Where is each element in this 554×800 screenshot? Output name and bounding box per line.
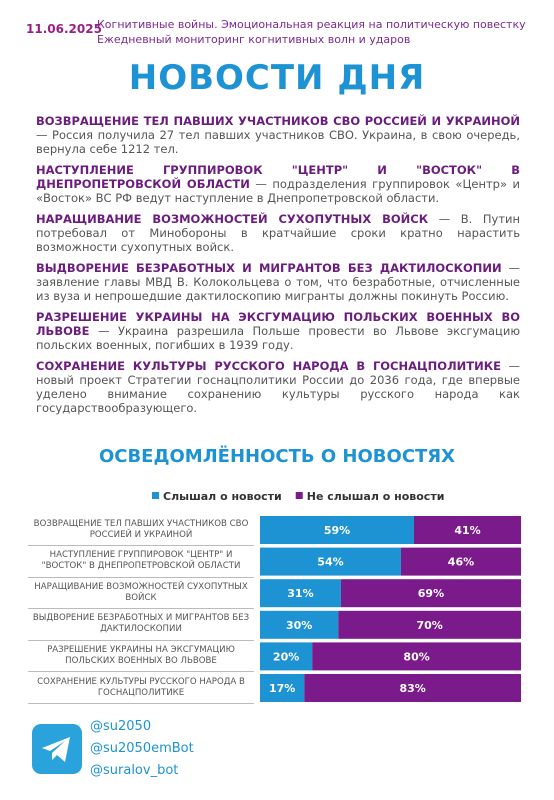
bar-segment — [260, 516, 414, 544]
news-item: РАЗРЕШЕНИЕ УКРАИНЫ НА ЭКСГУМАЦИЮ ПОЛЬСКИ… — [36, 310, 520, 352]
news-text: — новый проект Стратегии госнацполитики … — [36, 359, 520, 415]
category-label-box: НАРАЩИВАНИЕ ВОЗМОЖНОСТЕЙ СУХОПУТНЫХ ВОЙС… — [28, 577, 254, 610]
news-headline: СОХРАНЕНИЕ КУЛЬТУРЫ РУССКОГО НАРОДА В ГО… — [36, 359, 501, 373]
category-label: СОХРАНЕНИЕ КУЛЬТУРЫ РУССКОГО НАРОДА В ГО… — [28, 672, 254, 704]
legend-label: Слышал о новости — [163, 490, 282, 503]
legend-swatch — [152, 492, 159, 499]
header-text: Когнитивные войны. Эмоциональная реакция… — [97, 17, 526, 47]
news-item: НАСТУПЛЕНИЕ ГРУППИРОВОК "ЦЕНТР" И "ВОСТО… — [36, 163, 520, 205]
category-label-box: РАЗРЕШЕНИЕ УКРАИНЫ НА ЭКСГУМАЦИЮ ПОЛЬСКИ… — [28, 640, 254, 673]
header-line: Когнитивные войны. Эмоциональная реакция… — [97, 18, 526, 31]
news-headline: РАЗРЕШЕНИЕ УКРАИНЫ НА ЭКСГУМАЦИЮ ПОЛЬСКИ… — [36, 310, 520, 338]
news-list: ВОЗВРАЩЕНИЕ ТЕЛ ПАВШИХ УЧАСТНИКОВ СВО РО… — [36, 114, 520, 422]
bar-segment — [312, 642, 521, 671]
news-text: — заявление главы МВД В. Колокольцева о … — [36, 261, 521, 303]
bar-segment — [413, 516, 521, 544]
category-label: НАРАЩИВАНИЕ ВОЗМОЖНОСТЕЙ СУХОПУТНЫХ ВОЙС… — [28, 577, 254, 610]
telegram-icon — [32, 724, 82, 774]
bar-segment — [400, 547, 521, 576]
news-text: — подразделения группировок «Центр» и «В… — [36, 177, 520, 205]
value-label: 30% — [286, 619, 312, 632]
news-text: — В. Путин потребовал от Минобороны в кр… — [36, 212, 521, 254]
bar-segment — [260, 642, 313, 671]
legend-label: Не слышал о новости — [307, 490, 445, 503]
value-label: 17% — [269, 682, 295, 695]
news-text: — Россия получила 27 тел павших участник… — [36, 128, 520, 156]
value-label: 41% — [454, 524, 480, 537]
category-label: РАЗРЕШЕНИЕ УКРАИНЫ НА ЭКСГУМАЦИЮ ПОЛЬСКИ… — [28, 640, 254, 673]
value-label: 46% — [448, 556, 474, 569]
category-label-box: НАСТУПЛЕНИЕ ГРУППИРОВОК "ЦЕНТР" И "ВОСТО… — [28, 546, 254, 578]
footer-links: @su2050 @su2050emBot @suralov_bot — [90, 716, 194, 782]
legend-swatch — [295, 492, 303, 499]
value-label: 54% — [317, 556, 343, 569]
bar-segment — [260, 610, 339, 639]
chart: Слышал о новости Не слышал о новости ВОЗВР… — [28, 490, 521, 704]
news-headline: ВОЗВРАЩЕНИЕ ТЕЛ ПАВШИХ УЧАСТНИКОВ СВО РО… — [36, 114, 520, 128]
category-label-box: ВОЗВРАЩЕНИЕ ТЕЛ ПАВШИХ УЧАСТНИКОВ СВО РО… — [28, 514, 254, 546]
bar-segment — [260, 674, 305, 702]
category-label: НАСТУПЛЕНИЕ ГРУППИРОВОК "ЦЕНТР" И "ВОСТО… — [28, 546, 254, 578]
news-headline: НАРАЩИВАНИЕ ВОЗМОЖНОСТЕЙ СУХОПУТНЫХ ВОЙС… — [36, 212, 429, 226]
category-label: ВОЗВРАЩЕНИЕ ТЕЛ ПАВШИХ УЧАСТНИКОВ СВО РО… — [28, 514, 254, 546]
news-headline: НАСТУПЛЕНИЕ ГРУППИРОВОК "ЦЕНТР" И "ВОСТО… — [36, 163, 520, 191]
telegram-link: @su2050emBot — [90, 741, 194, 756]
news-item: НАРАЩИВАНИЕ ВОЗМОЖНОСТЕЙ СУХОПУТНЫХ ВОЙС… — [36, 212, 520, 254]
bar-segment — [260, 579, 341, 608]
value-label: 83% — [400, 682, 426, 695]
header: 11.06.2025 Когнитивные войны. Эмоциональ… — [0, 14, 554, 54]
category-label: ВЫДВОРЕНИЕ БЕЗРАБОТНЫХ И МИГРАНТОВ БЕЗ Д… — [28, 609, 254, 641]
category-label-box: ВЫДВОРЕНИЕ БЕЗРАБОТНЫХ И МИГРАНТОВ БЕЗ Д… — [28, 609, 254, 641]
date: 11.06.2025 — [26, 22, 102, 36]
header-line: Ежедневный мониторинг когнитивных волн и… — [97, 33, 411, 46]
bar-segment — [304, 674, 521, 702]
news-text: — Украина разрешила Польше провести во Л… — [36, 324, 521, 352]
value-label: 70% — [416, 619, 442, 632]
value-label: 69% — [418, 587, 444, 600]
value-label: 59% — [324, 524, 350, 537]
news-headline: ВЫДВОРЕНИЕ БЕЗРАБОТНЫХ И МИГРАНТОВ БЕЗ Д… — [36, 261, 502, 275]
bar-segment — [338, 610, 521, 639]
news-item: СОХРАНЕНИЕ КУЛЬТУРЫ РУССКОГО НАРОДА В ГО… — [36, 359, 520, 415]
telegram-link: @su2050 — [90, 719, 152, 734]
bar-segment — [260, 547, 401, 576]
value-label: 31% — [287, 587, 313, 600]
news-item: ВОЗВРАЩЕНИЕ ТЕЛ ПАВШИХ УЧАСТНИКОВ СВО РО… — [36, 114, 520, 156]
category-label-box: СОХРАНЕНИЕ КУЛЬТУРЫ РУССКОГО НАРОДА В ГО… — [28, 672, 254, 704]
value-label: 20% — [273, 650, 299, 663]
page-title: НОВОСТИ ДНЯ — [128, 58, 426, 98]
telegram-link: @suralov_bot — [90, 763, 179, 778]
news-item: ВЫДВОРЕНИЕ БЕЗРАБОТНЫХ И МИГРАНТОВ БЕЗ Д… — [36, 261, 520, 303]
value-label: 80% — [403, 650, 429, 663]
chart-title: ОСВЕДОМЛЁННОСТЬ О НОВОСТЯХ — [98, 446, 456, 467]
bar-segment — [340, 579, 521, 608]
